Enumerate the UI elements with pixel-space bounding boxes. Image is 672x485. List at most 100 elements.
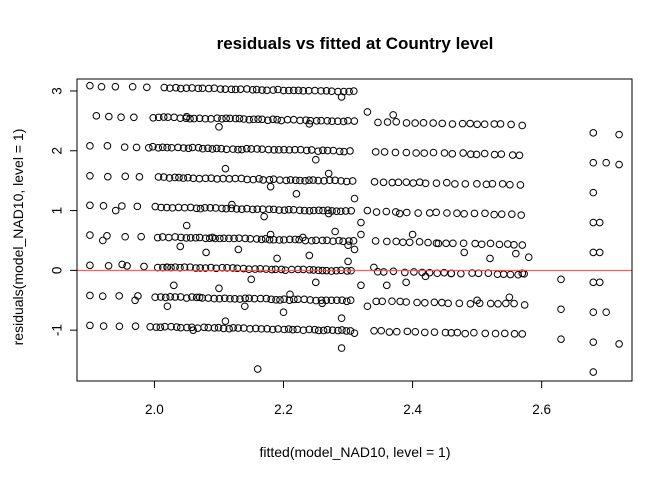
- data-point: [219, 324, 228, 333]
- data-point: [215, 294, 224, 303]
- data-point: [220, 294, 229, 303]
- data-point: [133, 202, 142, 211]
- data-point: [248, 205, 257, 214]
- data-point: [305, 251, 314, 260]
- data-point: [229, 323, 237, 332]
- data-point: [497, 150, 506, 158]
- data-point: [357, 218, 365, 227]
- data-point: [258, 115, 266, 124]
- data-point: [455, 299, 464, 308]
- data-point: [408, 230, 417, 239]
- data-point: [440, 268, 448, 277]
- data-point: [309, 176, 317, 184]
- data-point: [157, 203, 165, 212]
- data-point: [518, 330, 527, 338]
- data-point: [329, 237, 337, 246]
- data-point: [162, 203, 171, 212]
- data-point: [171, 293, 179, 301]
- data-point: [191, 233, 200, 242]
- data-point: [269, 86, 277, 94]
- data-point: [252, 85, 261, 94]
- data-point: [257, 325, 266, 333]
- data-point: [213, 175, 221, 183]
- data-point: [500, 329, 509, 338]
- data-point: [200, 323, 208, 332]
- data-point: [241, 234, 250, 243]
- data-point: [121, 232, 129, 241]
- data-point: [438, 119, 447, 128]
- data-point: [226, 114, 234, 123]
- data-point: [285, 296, 294, 304]
- data-point: [86, 231, 94, 239]
- data-point: [111, 206, 120, 215]
- data-point: [346, 327, 355, 335]
- data-point: [414, 209, 422, 217]
- data-point: [451, 180, 459, 188]
- data-point: [332, 207, 341, 215]
- data-point: [188, 293, 196, 301]
- points-layer: [86, 81, 623, 376]
- data-point: [234, 145, 242, 154]
- data-point: [212, 144, 221, 153]
- data-point: [201, 114, 210, 123]
- data-point: [486, 239, 495, 248]
- data-point: [192, 204, 201, 213]
- data-point: [412, 149, 420, 157]
- data-point: [496, 120, 505, 128]
- data-point: [117, 113, 125, 122]
- data-point: [172, 323, 181, 331]
- data-point: [615, 160, 623, 169]
- data-point: [363, 302, 372, 311]
- data-point: [349, 237, 358, 245]
- data-point: [221, 85, 230, 93]
- data-point: [294, 265, 302, 274]
- data-point: [429, 119, 437, 127]
- data-point: [151, 202, 160, 211]
- data-point: [202, 248, 210, 257]
- data-point: [318, 299, 327, 308]
- data-point: [118, 202, 126, 210]
- x-tick-label: 2.6: [532, 402, 551, 417]
- data-point: [339, 237, 347, 246]
- data-point: [214, 323, 223, 332]
- data-point: [323, 116, 332, 125]
- data-point: [473, 296, 481, 305]
- data-point: [615, 130, 623, 139]
- data-point: [382, 281, 391, 290]
- data-point: [131, 296, 139, 305]
- data-point: [377, 326, 386, 335]
- data-point: [182, 112, 191, 121]
- data-point: [243, 204, 251, 213]
- data-point: [432, 208, 440, 217]
- data-point: [269, 205, 278, 214]
- data-point: [299, 326, 308, 335]
- data-point: [337, 344, 346, 352]
- data-point: [263, 324, 271, 333]
- data-point: [275, 236, 284, 244]
- data-point: [97, 82, 106, 91]
- data-point: [218, 114, 226, 123]
- data-point: [323, 146, 332, 155]
- data-point: [234, 245, 243, 254]
- data-point: [275, 146, 283, 154]
- data-point: [118, 260, 126, 269]
- data-point: [410, 268, 418, 276]
- data-point: [179, 144, 188, 152]
- data-point: [221, 164, 230, 173]
- data-point: [258, 86, 266, 94]
- data-point: [480, 149, 489, 158]
- data-point: [344, 241, 352, 250]
- data-point: [430, 298, 439, 307]
- data-point: [188, 143, 197, 152]
- data-point: [273, 115, 281, 124]
- data-point: [105, 112, 113, 121]
- data-point: [461, 329, 470, 338]
- data-point: [264, 116, 272, 125]
- data-point: [305, 265, 314, 274]
- data-point: [231, 114, 240, 123]
- data-point: [201, 174, 210, 183]
- data-point: [344, 257, 352, 266]
- data-point: [411, 119, 419, 127]
- data-point: [123, 262, 131, 270]
